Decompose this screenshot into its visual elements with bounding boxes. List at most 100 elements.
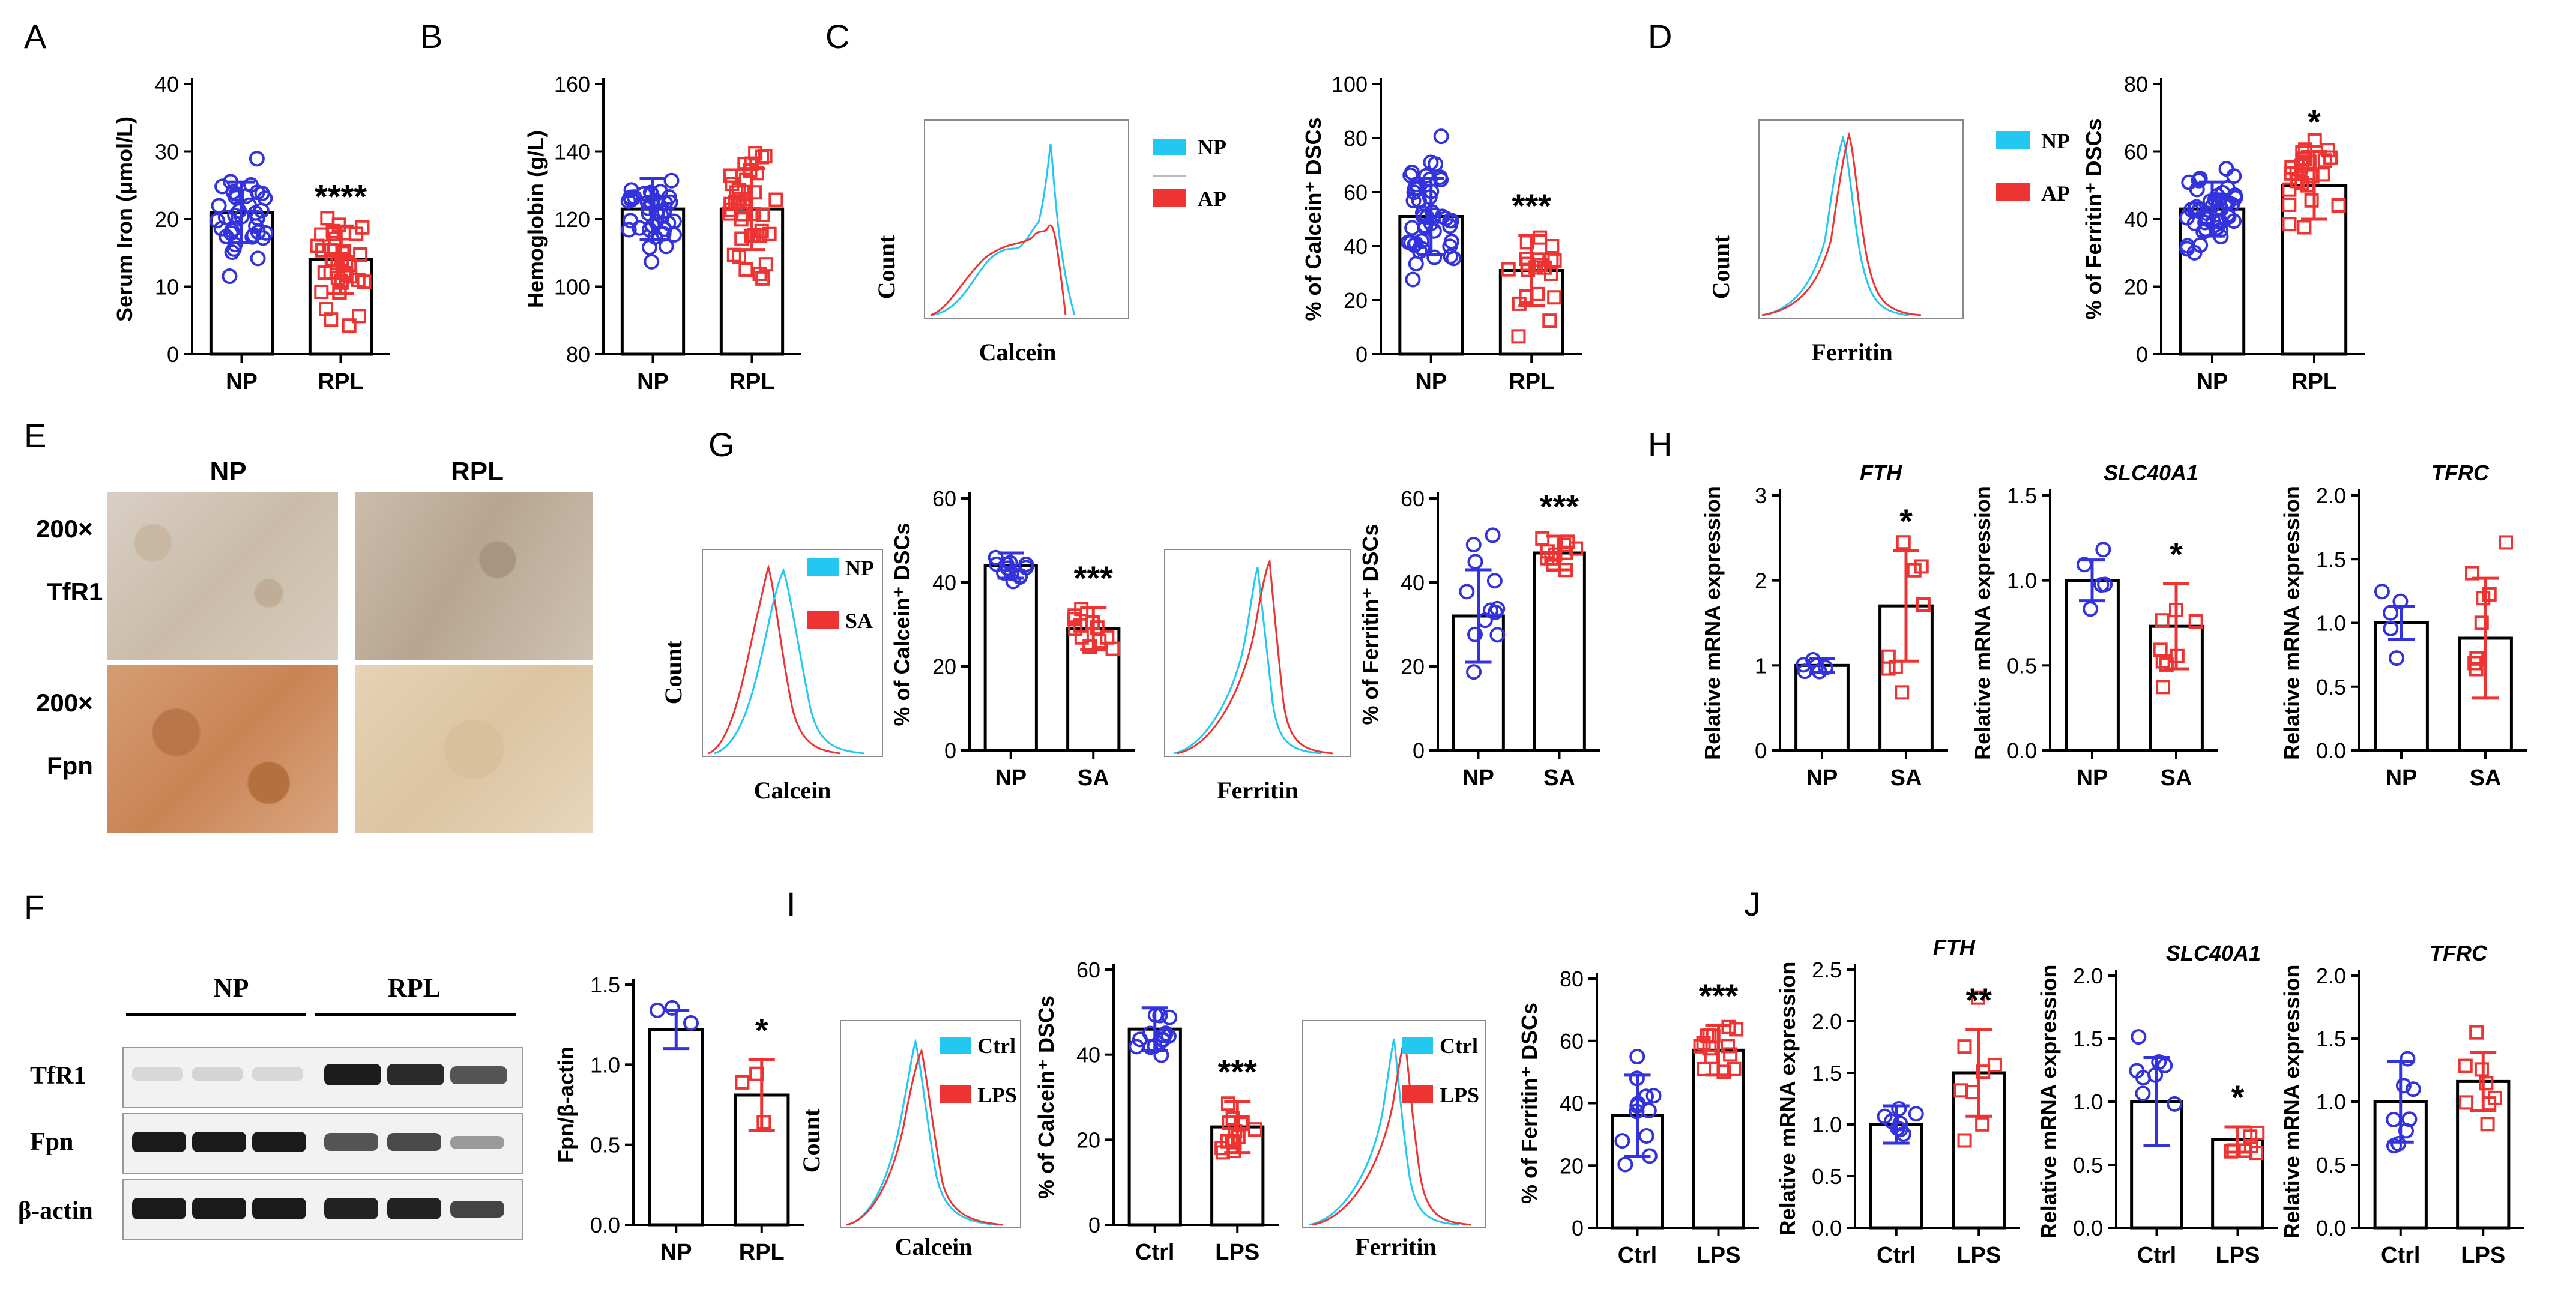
- y-axis-label: Relative mRNA expression: [1970, 486, 1995, 760]
- bar-np: [648, 1028, 704, 1227]
- data-point-ctrl: [2386, 1138, 2402, 1154]
- panel-letter-c: C: [825, 17, 849, 55]
- x-tick-label-rpl: RPL: [1509, 369, 1554, 394]
- y-tick-label: 0: [944, 738, 956, 763]
- data-point-rpl: [315, 243, 330, 258]
- y-tick-label: 3: [1755, 483, 1767, 508]
- chart-c: 0 20 40 60 80 100% of Calcein⁺ DSCs NP RPL ***: [1301, 72, 1582, 394]
- data-point-np: [258, 225, 274, 241]
- data-point-sa: [1907, 563, 1922, 578]
- data-point-np: [1005, 573, 1021, 590]
- chart-title: FTH: [1860, 460, 1902, 485]
- data-point-sa: [2155, 613, 2170, 628]
- data-point-ctrl: [1617, 1156, 1633, 1173]
- y-tick-label: 40: [155, 72, 179, 97]
- data-point-np: [1433, 128, 1449, 145]
- y-tick-label: 1.0: [2007, 569, 2037, 593]
- data-point-lps: [2459, 1095, 2474, 1110]
- x-tick-label-ctrl: Ctrl: [2137, 1243, 2176, 1268]
- significance-label: *: [1899, 502, 1913, 540]
- data-point-ctrl: [1891, 1101, 1907, 1117]
- y-axis-label: Relative mRNA expression: [2279, 486, 2304, 760]
- bar-sa: [1533, 551, 1586, 752]
- data-point-lps: [2480, 1117, 2495, 1132]
- data-point-rpl: [343, 269, 358, 284]
- data-point-ctrl: [1614, 1133, 1630, 1149]
- y-tick-label: 80: [2124, 72, 2148, 97]
- data-point-np: [988, 549, 1004, 566]
- y-tick-label: 0: [2136, 342, 2148, 367]
- y-tick-label: 0.0: [2316, 1216, 2346, 1240]
- data-point-np: [218, 228, 234, 244]
- histogram-i-xlabel-calcein: Calcein: [895, 1233, 973, 1260]
- data-point-lps: [2226, 1143, 2241, 1158]
- data-point-np: [1410, 181, 1426, 197]
- data-point-rpl: [2282, 197, 2297, 212]
- data-point-sa: [1916, 597, 1931, 612]
- data-point-np: [1442, 218, 1458, 234]
- data-point-np: [2219, 180, 2236, 196]
- legend-d-ap-swatch: [1996, 183, 2030, 201]
- data-point-rpl: [722, 206, 737, 221]
- y-tick-label: 60: [1560, 1029, 1584, 1054]
- data-point-np: [1465, 537, 1482, 553]
- data-point-np: [621, 222, 637, 238]
- data-point-np: [1408, 256, 1424, 272]
- legend-g-np-label: NP: [845, 556, 874, 580]
- legend-i2-lps-label: LPS: [1440, 1083, 1479, 1107]
- histogram-g-xlabel-calcein: Calcein: [754, 777, 831, 804]
- legend-c-np-label: NP: [1198, 135, 1226, 159]
- data-point-lps: [1953, 1083, 1968, 1098]
- panel-e-labels: NP RPL 200× TfR1 200× Fpn: [36, 457, 504, 780]
- data-point-lps: [2458, 1058, 2473, 1073]
- data-point-np: [1489, 627, 1506, 643]
- y-tick-label: 1.0: [2073, 1090, 2103, 1114]
- data-point-rpl: [726, 247, 741, 262]
- data-point-rpl: [2294, 158, 2309, 174]
- data-point-np: [2226, 168, 2242, 184]
- legend-i2-lps-swatch: [1402, 1085, 1433, 1103]
- data-point-rpl: [758, 149, 773, 164]
- significance-label: ***: [1218, 1053, 1258, 1091]
- bar-np: [983, 564, 1038, 752]
- data-point-rpl: [723, 168, 738, 183]
- data-point-np: [2383, 605, 2399, 621]
- data-point-lps: [1226, 1144, 1241, 1159]
- data-point-lps: [1987, 1058, 2002, 1073]
- chart-j3: 0.0 0.5 1.0 1.5 2.0 Relative mRNA expression T…: [2279, 941, 2524, 1268]
- data-point-lps: [1976, 1064, 1991, 1079]
- y-tick-label: 0.5: [2073, 1153, 2103, 1177]
- data-point-np: [224, 244, 240, 261]
- data-point-rpl: [2304, 193, 2319, 208]
- data-point-rpl: [1547, 290, 1562, 305]
- chart-g2: 0 20 40 60 % of Ferritin⁺ DSCs NP SA ***: [1358, 486, 1600, 791]
- y-tick-label: 20: [1344, 288, 1368, 313]
- chart-d: 0 20 40 60 80 % of Ferritin⁺ DSCs NP RPL *: [2081, 72, 2365, 394]
- panel-letter-h: H: [1648, 426, 1672, 463]
- x-tick-label-sa: SA: [2161, 765, 2192, 791]
- y-tick-label: 1.0: [2316, 1090, 2346, 1114]
- data-point-np: [1443, 248, 1459, 264]
- data-point-sa: [1100, 630, 1115, 645]
- legend-c-ap-swatch: [1153, 189, 1186, 207]
- data-point-sa: [2482, 587, 2497, 602]
- data-point-ctrl: [2400, 1051, 2416, 1067]
- data-point-rpl: [1512, 296, 1527, 311]
- y-tick-label: 40: [1344, 234, 1368, 259]
- data-point-rpl: [314, 284, 329, 299]
- y-tick-label: 20: [932, 654, 956, 679]
- y-tick-label: 0.5: [1812, 1164, 1842, 1189]
- histogram-g-xlabel-ferritin: Ferritin: [1217, 777, 1299, 804]
- chart-title: SLC40A1: [2104, 460, 2198, 485]
- data-point-np: [647, 229, 663, 245]
- panel-e-row-tfr1: TfR1: [47, 578, 103, 606]
- data-point-np: [623, 182, 639, 198]
- data-point-np: [254, 185, 270, 201]
- x-tick-label-np: NP: [226, 369, 258, 394]
- panel-e-row-fpn: Fpn: [47, 752, 93, 780]
- y-tick-label: 1.5: [590, 973, 620, 997]
- data-point-np: [209, 213, 225, 229]
- y-tick-label: 0: [1572, 1216, 1584, 1240]
- x-tick-label-ctrl: Ctrl: [1877, 1243, 1916, 1268]
